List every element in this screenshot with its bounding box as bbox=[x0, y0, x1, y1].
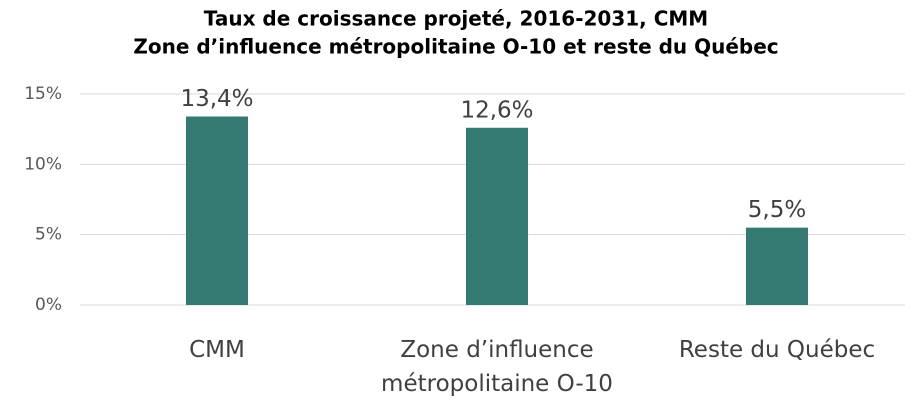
y-tick-label: 10% bbox=[24, 154, 62, 174]
y-tick-label: 5% bbox=[35, 225, 62, 245]
value-label: 12,6% bbox=[460, 97, 533, 123]
value-label: 5,5% bbox=[748, 197, 806, 223]
bar bbox=[746, 227, 808, 305]
bar bbox=[186, 116, 248, 305]
x-tick-label: Reste du Québec bbox=[678, 337, 876, 363]
value-label: 13,4% bbox=[180, 86, 253, 112]
y-tick-label: 15% bbox=[24, 84, 62, 104]
chart-subtitle: Zone d’influence métropolitaine O-10 et … bbox=[133, 35, 778, 59]
x-tick-label: CMM bbox=[189, 337, 245, 363]
bar bbox=[466, 127, 528, 305]
x-tick-label: Zone d’influence métropolitaine O-10 bbox=[381, 337, 613, 397]
chart-title: Taux de croissance projeté, 2016-2031, C… bbox=[204, 7, 708, 31]
y-tick-label: 0% bbox=[35, 295, 62, 315]
